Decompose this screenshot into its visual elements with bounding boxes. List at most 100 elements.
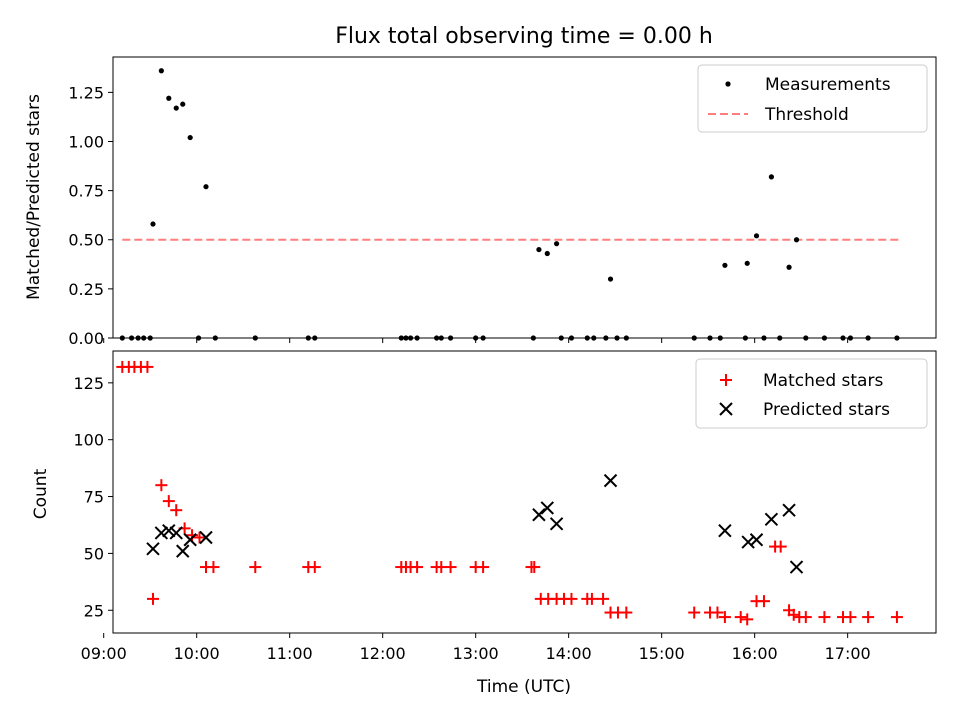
measurement-point — [793, 237, 800, 243]
predicted-x-b — [199, 530, 213, 545]
measurement-point — [150, 221, 156, 227]
top-legend: Measurements Threshold — [697, 64, 928, 133]
predicted-x-b — [741, 535, 755, 549]
matched-star-point — [141, 360, 154, 373]
predicted-x-b — [718, 523, 732, 538]
predicted-x-b — [169, 526, 183, 540]
predicted-x-b — [540, 501, 554, 515]
matched-star-point — [597, 592, 610, 605]
y-tick-label: 100 — [73, 431, 104, 450]
predicted-x-b — [789, 560, 804, 574]
measurement-point — [744, 260, 750, 266]
legend-predicted-marker — [719, 402, 733, 416]
matched-star-point — [249, 561, 262, 574]
predicted-star-point — [549, 517, 564, 531]
matched-star-point — [787, 608, 800, 621]
top-panel: Flux total observing time = 0.00 h Match… — [24, 24, 937, 348]
chart-title: Flux total observing time = 0.00 h — [335, 24, 713, 49]
top-y-axis-label: Matched/Predicted stars — [24, 94, 44, 300]
matched-star-point — [862, 611, 875, 624]
matched-star-point — [741, 613, 754, 626]
measurement-point — [786, 264, 792, 270]
predicted-x-b — [549, 517, 564, 531]
matched-star-point — [155, 479, 168, 492]
x-tick-label: 16:00 — [732, 644, 778, 663]
predicted-star-point — [789, 560, 804, 574]
legend-matched-label: Matched stars — [763, 371, 883, 391]
predicted-star-point — [749, 533, 764, 547]
predicted-star-point — [782, 503, 796, 517]
y-tick-label: 1.00 — [68, 132, 104, 151]
measurement-point — [187, 134, 193, 141]
matched-star-point — [620, 606, 633, 619]
predicted-star-point — [603, 473, 618, 488]
predicted-star-point — [532, 508, 546, 522]
bottom-panel: Count Time (UTC) 25 50 75 100 125 09:00 10:00… — [31, 350, 937, 697]
measurement-point — [768, 174, 775, 180]
x-tick-label: 17:00 — [825, 644, 871, 663]
matched-star-point — [818, 611, 831, 624]
predicted-x-b — [146, 542, 160, 556]
predicted-star-point — [183, 533, 197, 547]
measurement-point — [722, 262, 728, 268]
matched-star-point — [734, 611, 747, 624]
x-tick-label: 13:00 — [453, 644, 499, 663]
matched-star-point — [844, 611, 857, 624]
matched-star-point — [162, 495, 175, 508]
matched-star-point — [711, 606, 724, 619]
legend-measurements-marker — [725, 81, 731, 87]
bottom-y-ticks: 25 50 75 100 125 — [73, 374, 113, 620]
predicted-star-point — [540, 501, 554, 515]
predicted-star-point — [764, 512, 779, 526]
predicted-star-point — [162, 523, 176, 538]
predicted-x-b — [764, 512, 779, 526]
matched-star-point — [585, 592, 598, 605]
y-tick-label: 125 — [73, 374, 104, 393]
y-tick-label: 0.25 — [68, 280, 104, 299]
bottom-x-ticks: 09:00 10:00 11:00 12:00 13:00 14:00 15:00 16:00… — [81, 633, 871, 663]
predicted-star-point — [169, 526, 183, 540]
x-tick-label: 14:00 — [546, 644, 592, 663]
matched-star-point — [186, 529, 199, 542]
bottom-y-axis-label: Count — [31, 468, 51, 519]
predicted-star-point — [154, 526, 169, 540]
measurement-point — [158, 68, 164, 74]
matched-star-point — [444, 561, 457, 574]
predicted-x-b — [749, 533, 764, 547]
measurement-point — [166, 95, 172, 101]
predicted-x-b — [532, 508, 546, 522]
legend-predicted-label: Predicted stars — [763, 400, 890, 420]
matched-star-point — [146, 592, 159, 605]
y-tick-label: 0.00 — [68, 329, 104, 348]
matched-star-point — [193, 531, 206, 544]
measurement-point — [173, 105, 179, 111]
matched-star-point — [757, 595, 770, 608]
matched-star-point — [718, 611, 731, 624]
measurement-point — [203, 184, 209, 190]
predicted-star-point — [176, 544, 190, 558]
matched-star-point — [528, 561, 541, 574]
y-tick-label: 0.75 — [68, 182, 104, 201]
measurement-point — [553, 241, 560, 247]
x-tick-label: 10:00 — [174, 644, 220, 663]
y-tick-label: 75 — [84, 488, 104, 507]
legend-threshold-label: Threshold — [764, 105, 849, 125]
predicted-x-b — [176, 544, 190, 558]
bottom-plot-marks — [116, 360, 903, 626]
x-axis-label: Time (UTC) — [476, 677, 571, 697]
predicted-x-b — [183, 533, 197, 547]
predicted-x-b — [162, 523, 176, 538]
x-tick-label: 15:00 — [639, 644, 685, 663]
bottom-axes-frame — [112, 350, 937, 634]
measurement-point — [607, 276, 614, 282]
predicted-x-b — [603, 473, 618, 488]
measurement-point — [536, 246, 542, 253]
top-axes-frame — [112, 56, 937, 339]
measurement-point — [180, 101, 186, 107]
y-tick-label: 0.50 — [68, 231, 104, 250]
matched-star-point — [774, 540, 787, 553]
legend-matched-marker — [720, 374, 732, 386]
legend-measurements-label: Measurements — [765, 75, 891, 95]
y-tick-label: 50 — [84, 544, 104, 563]
y-tick-label: 25 — [84, 601, 104, 620]
